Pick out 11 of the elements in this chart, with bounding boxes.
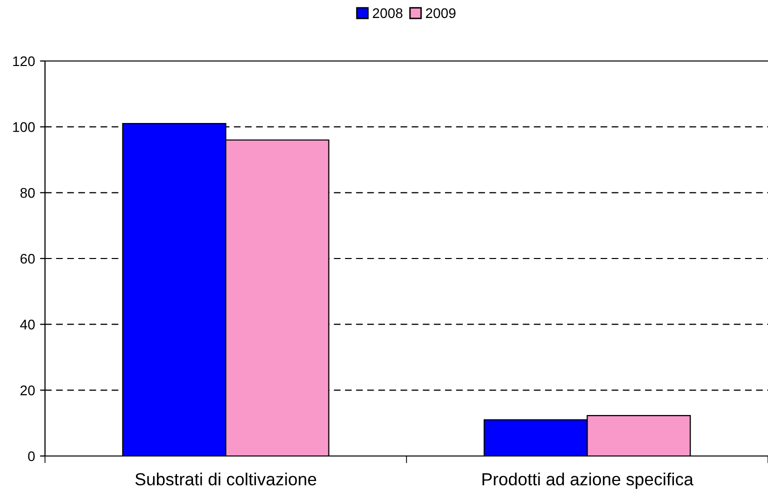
legend-label: 2008 bbox=[372, 8, 402, 18]
x-tick-label: Substrati di coltivazione bbox=[135, 472, 316, 486]
y-tick-label: 0 bbox=[28, 451, 35, 462]
y-tick-label: 100 bbox=[13, 122, 35, 132]
y-tick-label: 80 bbox=[20, 188, 35, 198]
legend-label: 2009 bbox=[426, 8, 456, 18]
y-tick-label: 120 bbox=[13, 56, 35, 66]
x-tick-label: Prodotti ad azione specifica bbox=[482, 472, 694, 489]
y-tick-label: 60 bbox=[20, 254, 35, 264]
y-tick-label: 40 bbox=[20, 320, 35, 330]
y-tick-label: 20 bbox=[20, 386, 35, 396]
